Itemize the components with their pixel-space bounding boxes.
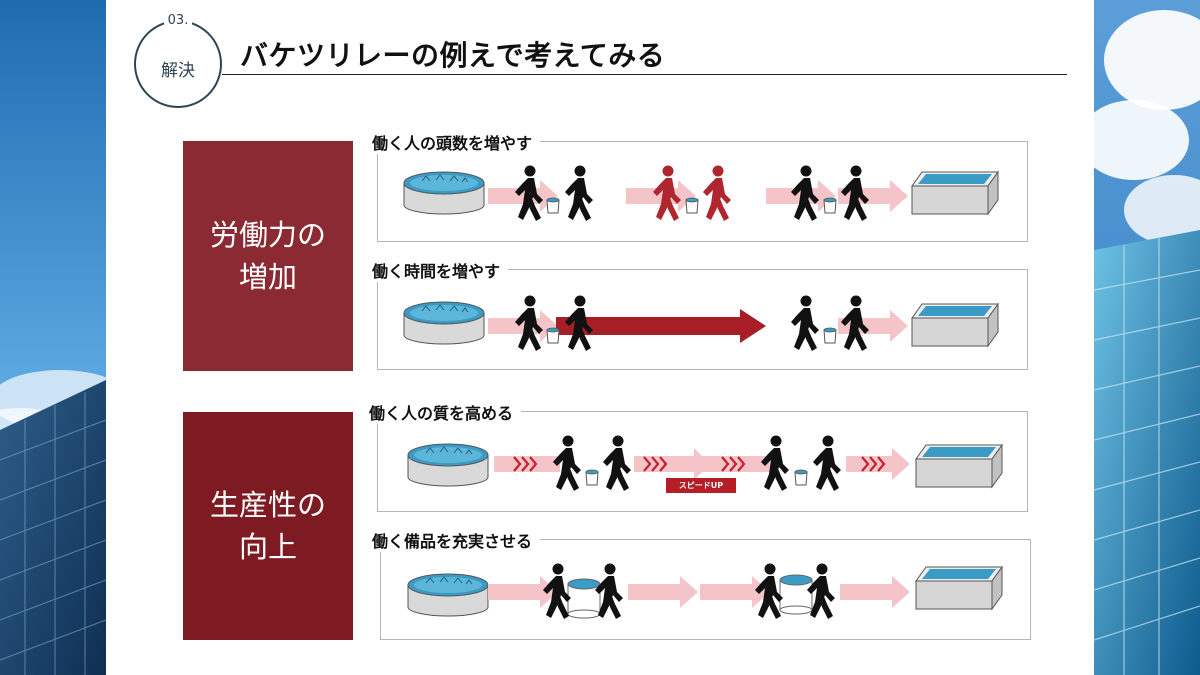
row-4-label: 働く備品を充実させる	[372, 528, 541, 552]
speed-up-tag: スピードUP	[678, 481, 724, 490]
left-backdrop-image	[0, 0, 106, 675]
category-labor-increase: 労働力の 増加	[183, 141, 353, 371]
row-4-panel	[380, 539, 1031, 640]
page-title: バケツリレーの例えで考えてみる	[240, 39, 666, 72]
section-number: 03.	[163, 13, 193, 28]
right-backdrop-image	[1094, 0, 1200, 675]
row-3-panel	[377, 411, 1028, 512]
row-2-label: 働く時間を増やす	[372, 258, 509, 282]
row-2-panel	[377, 269, 1028, 370]
title-divider	[222, 74, 1067, 75]
row-1-panel	[377, 141, 1028, 242]
row-1-label: 働く人の頭数を増やす	[372, 130, 541, 154]
section-badge: 03. 解決	[134, 13, 222, 108]
section-label: 解決	[161, 61, 195, 81]
row-3-label: 働く人の質を高める	[369, 400, 522, 424]
category-productivity-improvement: 生産性の 向上	[183, 412, 353, 640]
